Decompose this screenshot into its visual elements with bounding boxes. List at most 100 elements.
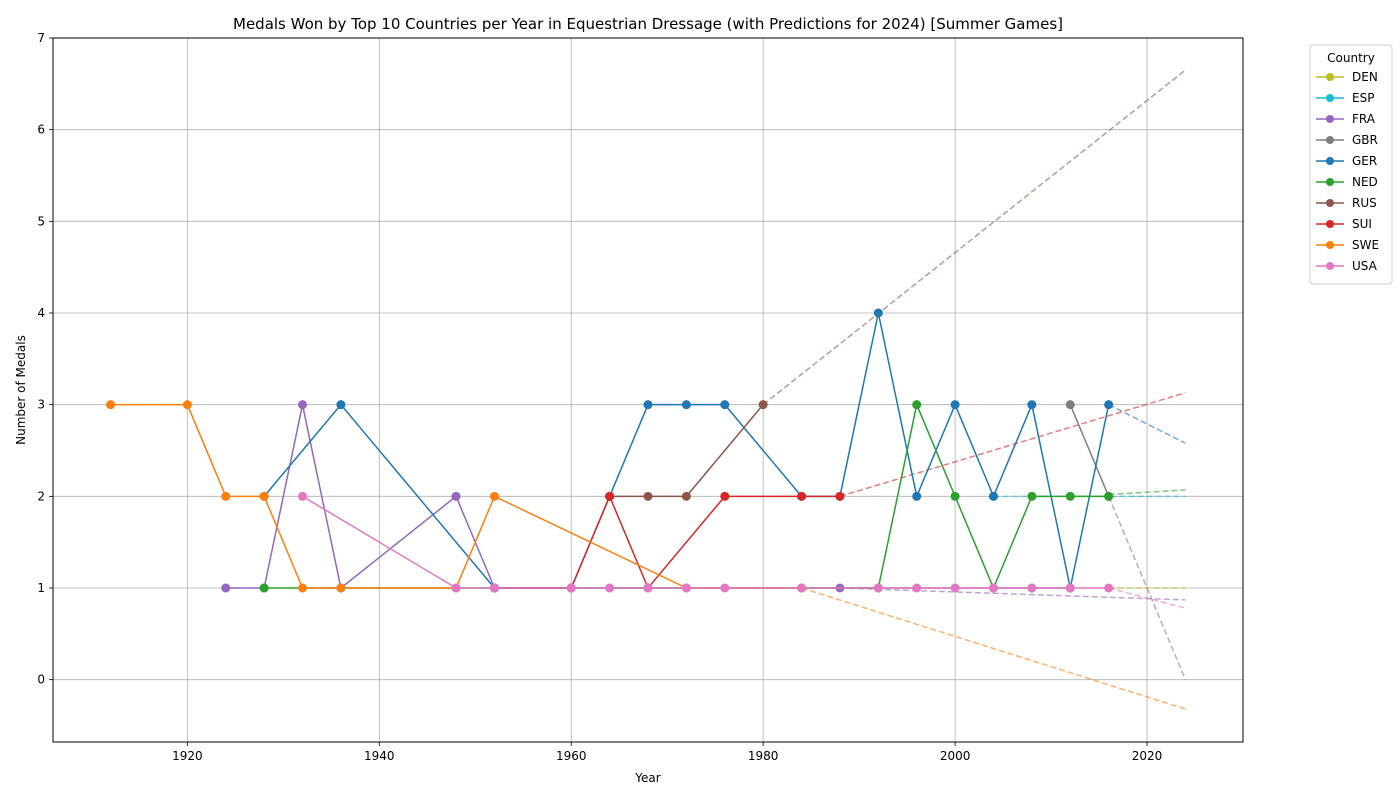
legend-swatch-marker-fra — [1326, 115, 1334, 123]
data-point-sui — [605, 491, 615, 501]
data-point-rus — [643, 491, 653, 501]
data-point-ger — [720, 400, 730, 410]
data-point-ned — [259, 583, 269, 593]
y-tick-label: 2 — [37, 489, 45, 503]
data-point-ger — [912, 491, 922, 501]
legend-label-gbr: GBR — [1352, 133, 1378, 147]
legend: Country DEN ESP FRA GBR GER NED RUS SUI SWE USA — [1309, 44, 1393, 285]
prediction-lines — [762, 69, 1187, 710]
series-usa — [298, 491, 1114, 593]
data-point-usa — [566, 583, 576, 593]
data-point-swe — [298, 583, 308, 593]
y-tick-label: 3 — [37, 398, 45, 412]
y-tick-label: 0 — [37, 673, 45, 687]
data-point-ger — [681, 400, 691, 410]
x-tick-label: 1980 — [748, 749, 779, 763]
x-axis-label: Year — [634, 771, 660, 785]
series-group — [106, 308, 1114, 593]
prediction-line-ned — [1108, 489, 1186, 496]
legend-title: Country — [1327, 51, 1375, 65]
data-point-ger — [950, 400, 960, 410]
data-point-gbr — [1065, 400, 1075, 410]
data-point-fra — [451, 491, 461, 501]
series-line-gbr — [1069, 404, 1110, 497]
data-point-rus — [681, 491, 691, 501]
legend-label-fra: FRA — [1352, 112, 1376, 126]
legend-label-usa: USA — [1352, 259, 1378, 273]
x-tick-label: 1920 — [172, 749, 203, 763]
series-line-usa — [302, 495, 1109, 589]
data-point-swe — [489, 491, 499, 501]
data-point-swe — [221, 491, 231, 501]
y-axis-ticks: 0 1 2 3 4 5 6 7 — [37, 31, 53, 687]
legend-swatch-marker-swe — [1326, 241, 1334, 249]
data-point-usa — [605, 583, 615, 593]
data-point-usa — [988, 583, 998, 593]
series-line-ned — [264, 402, 1109, 590]
legend-label-den: DEN — [1352, 70, 1378, 84]
data-point-usa — [1027, 583, 1037, 593]
data-point-ger — [873, 308, 883, 318]
chart-title: Medals Won by Top 10 Countries per Year … — [233, 15, 1063, 33]
legend-swatch-marker-sui — [1326, 220, 1334, 228]
x-tick-label: 1940 — [364, 749, 395, 763]
prediction-line-ger — [1108, 403, 1186, 444]
y-tick-label: 4 — [37, 306, 45, 320]
data-point-fra — [221, 583, 231, 593]
legend-label-ned: NED — [1352, 175, 1378, 189]
data-point-ger — [988, 491, 998, 501]
legend-label-rus: RUS — [1352, 196, 1377, 210]
data-point-swe — [336, 583, 346, 593]
legend-swatch-marker-esp — [1326, 94, 1334, 102]
legend-swatch-marker-den — [1326, 73, 1334, 81]
data-point-swe — [106, 400, 116, 410]
legend-swatch-marker-ned — [1326, 178, 1334, 186]
y-tick-label: 1 — [37, 581, 45, 595]
prediction-line-gbr — [1107, 496, 1187, 680]
data-point-usa — [451, 583, 461, 593]
data-point-fra — [298, 400, 308, 410]
series-line-rus — [609, 404, 764, 498]
y-tick-label: 6 — [37, 123, 45, 137]
prediction-line-sui — [839, 392, 1186, 498]
data-point-ger — [643, 400, 653, 410]
plot-frame — [52, 37, 1244, 743]
data-point-swe — [182, 400, 192, 410]
prediction-line-fra — [839, 587, 1186, 601]
legend-box — [1309, 44, 1393, 285]
data-point-usa — [298, 491, 308, 501]
data-point-ned — [950, 491, 960, 501]
data-point-usa — [873, 583, 883, 593]
data-point-ned — [912, 400, 922, 410]
data-point-sui — [835, 491, 845, 501]
legend-swatch-marker-rus — [1326, 199, 1334, 207]
prediction-line-swe — [801, 587, 1186, 710]
data-point-usa — [950, 583, 960, 593]
x-axis-ticks: 1920 1940 1960 1980 2000 2020 — [172, 742, 1162, 763]
legend-label-esp: ESP — [1352, 91, 1374, 105]
y-tick-label: 5 — [37, 214, 45, 228]
data-point-rus — [758, 400, 768, 410]
x-tick-label: 2000 — [940, 749, 971, 763]
data-point-usa — [720, 583, 730, 593]
legend-swatch-marker-gbr — [1326, 136, 1334, 144]
data-point-usa — [681, 583, 691, 593]
data-point-usa — [797, 583, 807, 593]
data-point-ned — [1065, 491, 1075, 501]
data-point-ned — [1027, 491, 1037, 501]
legend-swatch-marker-usa — [1326, 262, 1334, 270]
data-point-sui — [720, 491, 730, 501]
legend-label-swe: SWE — [1352, 238, 1379, 252]
y-tick-label: 7 — [37, 31, 45, 45]
data-point-ger — [1104, 400, 1114, 410]
data-point-usa — [1104, 583, 1114, 593]
data-point-usa — [489, 583, 499, 593]
data-point-usa — [912, 583, 922, 593]
data-point-sui — [797, 491, 807, 501]
legend-label-ger: GER — [1352, 154, 1377, 168]
y-axis-label: Number of Medals — [14, 335, 28, 445]
data-point-usa — [1065, 583, 1075, 593]
legend-swatch-marker-ger — [1326, 157, 1334, 165]
